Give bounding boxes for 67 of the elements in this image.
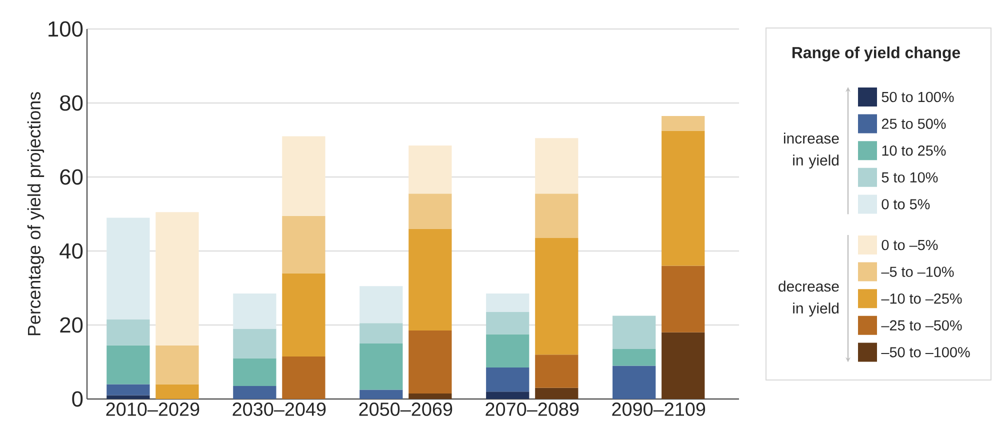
text: 2050–2069: [359, 402, 452, 416]
bar: [486, 312, 530, 334]
text: 2010–2029: [106, 402, 200, 416]
y-axis-title: Percentage of yield projections: [27, 92, 44, 336]
text: 2090–2109: [612, 402, 706, 416]
text: 2030–2049: [232, 402, 326, 416]
bar: [408, 228, 452, 331]
legend-label: 25 to 50%: [882, 118, 946, 129]
y-tick-label: 40: [60, 243, 83, 259]
bar: [408, 393, 452, 399]
y-tick-label: 20: [60, 317, 83, 333]
bar: [662, 332, 705, 399]
bar: [535, 194, 578, 238]
bar: [233, 358, 276, 386]
bar: [106, 384, 150, 396]
bar: [535, 388, 578, 399]
y-tick-label: 60: [60, 169, 83, 185]
legend-label: 5 to 10%: [882, 172, 938, 183]
bar: [360, 344, 403, 390]
text: 2070–2089: [486, 402, 579, 416]
bar: [408, 194, 452, 229]
legend-label: 50 to 100%: [882, 92, 954, 102]
bar: [662, 116, 705, 131]
legend-label: –25 to –50%: [881, 320, 962, 331]
y-tick-label: 80: [60, 95, 83, 111]
bar: [535, 238, 578, 355]
legend-title: Range of yield change: [792, 46, 960, 62]
bar: [662, 130, 705, 266]
bar: [612, 366, 656, 399]
bar: [486, 368, 530, 392]
bar: [360, 323, 403, 344]
legend-label: 0 to 5%: [882, 199, 930, 210]
y-tick-label: 0: [72, 391, 83, 407]
bar: [282, 216, 326, 274]
bar: [360, 286, 403, 324]
bar: [282, 356, 326, 399]
bar: [106, 319, 150, 346]
bar: [408, 330, 452, 394]
bar: [535, 138, 578, 194]
legend-label: 0 to –5%: [882, 240, 938, 250]
legend-label: –5 to –10%: [881, 266, 954, 277]
bar: [662, 266, 705, 332]
legend-label: –50 to –100%: [881, 347, 970, 358]
bar: [233, 328, 276, 358]
bar: [233, 386, 276, 399]
bar: [612, 316, 656, 350]
bar: [486, 294, 530, 312]
bar: [106, 345, 150, 384]
legend-label: 10 to 25%: [882, 145, 946, 156]
bar: [282, 136, 326, 216]
bar: [106, 395, 150, 399]
bar: [535, 354, 578, 388]
bar: [612, 349, 656, 366]
bar: [106, 218, 150, 320]
bar: [156, 384, 199, 399]
bar: [360, 390, 403, 399]
bar: [486, 392, 530, 399]
y-tick-label: 100: [48, 21, 83, 37]
text: decrease in yield: [778, 280, 839, 317]
bar: [408, 146, 452, 194]
bar: [486, 334, 530, 368]
bar: [282, 273, 326, 356]
bar: [156, 212, 199, 346]
legend-label: –10 to –25%: [881, 293, 962, 304]
text: increase in yield: [784, 132, 839, 169]
bar: [233, 294, 276, 329]
bar: [156, 345, 199, 384]
